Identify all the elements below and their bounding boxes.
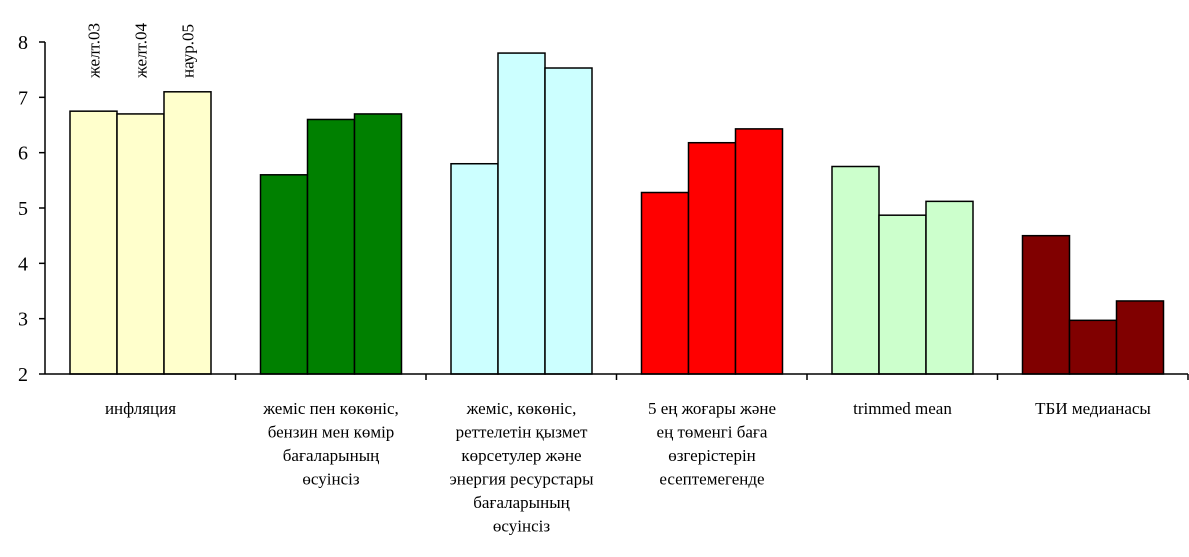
x-category-label: инфляция xyxy=(105,399,176,418)
x-category-label: trimmed mean xyxy=(853,399,952,418)
bar-group1-series2 xyxy=(116,113,165,375)
axes-layer xyxy=(39,41,1189,380)
labels-layer: 2 3 4 5 6 7 8 инфляция жеміс пен көкөніс, бензин … xyxy=(18,23,1151,536)
y-tick-label: 6 xyxy=(18,143,28,165)
series-label: наур.05 xyxy=(179,24,198,78)
bar-group3-series2 xyxy=(497,52,546,375)
bar-group6-series3 xyxy=(1115,300,1165,375)
series-label: желт.03 xyxy=(85,23,104,79)
y-tick-label: 3 xyxy=(18,309,28,331)
series-label: желт.04 xyxy=(132,23,151,79)
bar-group4-series3 xyxy=(734,128,784,375)
bar-group5-series3 xyxy=(925,200,974,375)
bar-group4-series2 xyxy=(687,141,737,375)
bar-group2-series2 xyxy=(306,118,356,375)
bar-group6-series1 xyxy=(1021,234,1071,375)
bar-group1-series1 xyxy=(69,110,118,375)
bar-group6-series2 xyxy=(1068,319,1118,375)
bar-group5-series1 xyxy=(831,165,880,375)
bar-group2-series1 xyxy=(259,174,309,375)
bar-group5-series2 xyxy=(878,214,927,375)
bar-group3-series3 xyxy=(544,67,593,375)
y-tick-label: 8 xyxy=(18,32,28,54)
x-category-label: ТБИ медианасы xyxy=(1035,399,1151,418)
x-category-label: 5 ең жоғары және ең төменгі баға өзгерісте… xyxy=(648,399,776,489)
bar-group1-series3 xyxy=(163,91,212,375)
y-tick-label: 2 xyxy=(18,364,28,386)
bar-group4-series1 xyxy=(640,191,690,375)
bar-group3-series1 xyxy=(450,162,499,375)
bars-layer xyxy=(69,52,1165,375)
bar-group2-series3 xyxy=(353,113,403,375)
x-category-label: жеміс пен көкөніс, бензин мен көмір бағала… xyxy=(262,399,398,489)
y-tick-label: 7 xyxy=(18,87,28,109)
y-tick-label: 4 xyxy=(18,253,28,275)
x-category-label: жеміс, көкөніс, реттелетін қызмет көрсетул… xyxy=(449,399,594,536)
y-tick-label: 5 xyxy=(18,198,28,220)
